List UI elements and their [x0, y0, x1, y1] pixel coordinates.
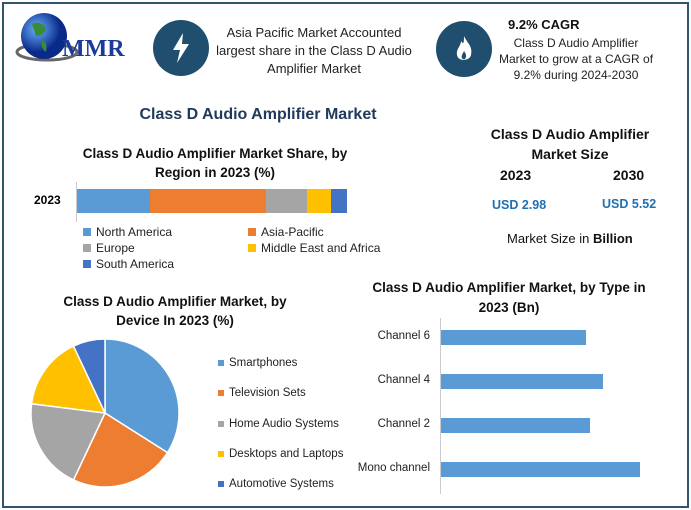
type-category-label: Channel 4 [377, 374, 430, 386]
type-bar-channel-4 [441, 374, 604, 389]
type-chart-title: Class D Audio Amplifier Market, by Type … [372, 280, 646, 315]
legend-swatch [248, 228, 256, 236]
market-size-title: Class D Audio Amplifier Market Size [490, 126, 650, 162]
region-legend: North America Asia-Pacific Europe Middle Ea… [83, 225, 403, 271]
legend-swatch [218, 360, 224, 367]
legend-swatch [218, 420, 224, 427]
legend-label: Desktops and Laptops [229, 448, 344, 461]
legend-label: South America [96, 257, 175, 271]
device-chart-title: Class D Audio Amplifier Market, by Devic… [63, 294, 287, 328]
legend-item: South America [83, 257, 248, 271]
legend-item: Desktops and Laptops [218, 439, 343, 469]
region-chart-title: Class D Audio Amplifier Market Share, by… [82, 146, 348, 180]
legend-item: Middle East and Africa [248, 241, 408, 255]
legend-item: Asia-Pacific [248, 225, 408, 239]
highlight-asia-pacific: Asia Pacific Market Accounted largest sh… [216, 25, 412, 76]
bar-segment-asia-pacific [149, 189, 266, 213]
type-category-label: Mono channel [357, 462, 430, 474]
pie-slice-desktops-and-laptops [30, 345, 107, 414]
legend-item: Home Audio Systems [218, 409, 343, 439]
bar-segment-south-america [330, 189, 347, 213]
legend-item: Smartphones [218, 348, 343, 378]
bar-segment-europe [266, 189, 307, 213]
legend-label: Middle East and Africa [261, 241, 381, 255]
legend-item: Automotive Systems [218, 469, 343, 499]
pie-slice-automotive-systems [72, 338, 106, 414]
note-prefix: Market Size in [507, 231, 593, 246]
legend-label: Europe [96, 241, 135, 255]
legend-label: Home Audio Systems [229, 417, 339, 430]
legend-item: North America [83, 225, 248, 239]
device-pie-chart [30, 338, 180, 488]
legend-label: Television Sets [229, 387, 306, 400]
year-2030: 2030 [613, 167, 645, 183]
legend-swatch [83, 228, 91, 236]
legend-item: Television Sets [218, 378, 343, 408]
type-bar-channel-2 [441, 418, 590, 433]
region-axis [76, 182, 77, 222]
legend-label: Automotive Systems [229, 478, 334, 491]
legend-swatch [218, 390, 224, 397]
legend-label: North America [96, 225, 173, 239]
legend-swatch [218, 481, 224, 488]
lightning-icon [153, 20, 209, 76]
region-y-label: 2023 [34, 193, 61, 207]
market-size-note: Market Size in Billion [507, 231, 633, 246]
type-axis [440, 318, 441, 494]
pie-slice-home-audio-systems [30, 402, 107, 481]
value-2030: USD 5.52 [602, 197, 657, 211]
legend-swatch [218, 451, 224, 458]
type-category-label: Channel 2 [377, 418, 430, 430]
note-unit: Billion [592, 231, 633, 246]
type-bar-chart: Channel 6 Channel 4 Channel 2 Mono channel [340, 318, 670, 494]
legend-label: Asia-Pacific [261, 225, 324, 239]
legend-swatch [83, 244, 91, 252]
flame-icon [436, 21, 492, 77]
legend-label: Smartphones [229, 357, 298, 370]
legend-swatch [248, 244, 256, 252]
year-2023: 2023 [500, 167, 532, 183]
device-legend: Smartphones Television Sets Home Audio Sys… [218, 348, 343, 499]
logo-text: MMR [62, 36, 125, 62]
cagr-title: 9.2% CAGR [508, 17, 580, 32]
legend-swatch [83, 260, 91, 268]
type-category-label: Channel 6 [377, 330, 430, 342]
region-stacked-bar [77, 189, 347, 213]
main-title: Class D Audio Amplifier Market [139, 106, 377, 123]
legend-item: Europe [83, 241, 248, 255]
bar-segment-north-america [77, 189, 150, 213]
type-bar-channel-6 [441, 330, 586, 345]
value-2023: USD 2.98 [492, 198, 547, 212]
bar-segment-middle-east-and-africa [306, 189, 331, 213]
mmr-logo: MMR [12, 10, 125, 65]
cagr-text: Class D Audio Amplifier Market to grow a… [498, 36, 654, 82]
type-bar-mono-channel [441, 462, 641, 477]
